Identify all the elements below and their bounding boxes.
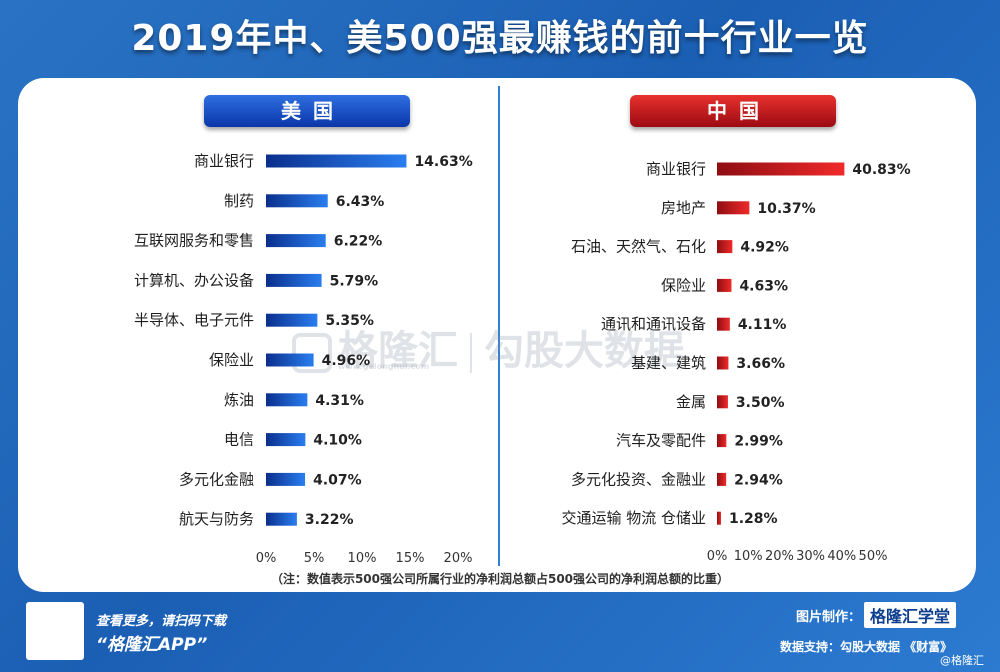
- cn-category-label: 基建、建筑: [631, 354, 706, 372]
- cn-category-label: 房地产: [661, 199, 706, 217]
- us-x-tick-label: 5%: [304, 551, 325, 566]
- cn-value-label: 10.37%: [757, 201, 815, 217]
- us-chart: 商业银行 14.63% 制药 6.43% 互联网服务和零售 6.22% 计算机、办公设备 5.…: [134, 152, 473, 566]
- cn-value-label: 4.63%: [739, 278, 788, 294]
- cn-bar: [717, 240, 733, 254]
- cn-x-tick-label: 10%: [734, 549, 763, 564]
- cn-bar: [717, 511, 721, 525]
- cn-bar: [717, 356, 729, 370]
- us-value-label: 4.10%: [313, 433, 362, 449]
- cn-bar: [717, 317, 730, 331]
- cn-category-label: 石油、天然气、石化: [571, 238, 706, 256]
- qr-code-icon[interactable]: [26, 602, 84, 660]
- us-x-tick-label: 0%: [256, 551, 277, 566]
- cn-category-label: 通讯和通讯设备: [601, 315, 706, 333]
- us-category-label: 炼油: [224, 391, 254, 409]
- cn-category-label: 多元化投资、金融业: [571, 470, 706, 488]
- cn-bar: [717, 472, 727, 486]
- us-category-label: 商业银行: [194, 152, 254, 170]
- us-category-label: 电信: [224, 431, 254, 449]
- us-bar: [266, 353, 314, 367]
- us-value-label: 5.35%: [325, 313, 374, 329]
- cn-category-label: 商业银行: [646, 160, 706, 178]
- us-x-tick-label: 15%: [396, 551, 425, 566]
- made-by-label: 图片制作：: [796, 610, 862, 625]
- watermark-separator: [470, 333, 472, 373]
- us-category-label: 计算机、办公设备: [134, 271, 254, 289]
- us-bar: [266, 472, 306, 486]
- cn-x-tick-label: 30%: [796, 549, 825, 564]
- page-title: 2019年中、美500强最赚钱的前十行业一览: [131, 18, 869, 59]
- us-bar: [266, 512, 297, 526]
- cn-category-label: 金属: [676, 393, 706, 411]
- brand-logo: 格隆汇学堂: [864, 602, 957, 628]
- us-value-label: 4.07%: [313, 472, 362, 488]
- app-name: “格隆汇APP”: [96, 635, 208, 655]
- cn-category-label: 交通运输 物流 仓储业: [561, 509, 706, 527]
- us-value-label: 14.63%: [414, 154, 472, 170]
- watermark: 格隆汇 勾股大数据 www.gelonghui.com: [292, 318, 684, 378]
- cn-value-label: 3.66%: [736, 356, 785, 372]
- cn-bar: [717, 278, 732, 292]
- cn-category-label: 汽车及零配件: [616, 432, 706, 450]
- panel-divider: [498, 86, 500, 566]
- cn-value-label: 40.83%: [852, 162, 910, 178]
- us-bar: [266, 234, 326, 248]
- cn-category-label: 保险业: [661, 276, 706, 294]
- us-category-label: 半导体、电子元件: [134, 311, 254, 329]
- footnote: （注：数值表示500强公司所属行业的净利润总额占500强公司的净利润总额的比重）: [270, 572, 730, 586]
- cn-x-tick-label: 0%: [707, 549, 728, 564]
- us-value-label: 4.96%: [322, 353, 371, 369]
- us-bar: [266, 194, 328, 208]
- cn-bar: [717, 201, 750, 215]
- cn-value-label: 4.92%: [740, 240, 789, 256]
- us-bar: [266, 273, 322, 287]
- us-category-label: 制药: [224, 192, 254, 210]
- cn-x-tick-label: 50%: [859, 549, 888, 564]
- cn-value-label: 3.50%: [736, 395, 785, 411]
- cn-value-label: 2.99%: [734, 434, 783, 450]
- watermark-right-text: 勾股大数据: [484, 328, 684, 374]
- watermark-logo-icon: [292, 333, 332, 373]
- corner-watermark: @格隆汇: [940, 654, 984, 667]
- us-bar: [266, 393, 308, 407]
- us-category-label: 多元化金融: [179, 470, 254, 488]
- data-source: 数据支持：勾股大数据 《财富》: [780, 640, 953, 654]
- cn-panel-label: 中国: [630, 95, 836, 127]
- watermark-url: www.gelonghui.com: [338, 362, 430, 371]
- cn-bar: [717, 395, 728, 409]
- us-category-label: 保险业: [209, 351, 254, 369]
- us-bar: [266, 154, 407, 168]
- watermark-logo-text: 格隆汇: [338, 328, 458, 374]
- us-bar: [266, 433, 306, 447]
- us-bar: [266, 313, 318, 327]
- us-x-tick-label: 20%: [444, 551, 473, 566]
- cn-value-label: 4.11%: [738, 317, 787, 333]
- scan-hint: 查看更多，请扫码下载: [96, 614, 227, 629]
- us-category-label: 互联网服务和零售: [134, 232, 254, 250]
- us-value-label: 5.79%: [330, 273, 379, 289]
- us-value-label: 6.43%: [336, 194, 385, 210]
- us-panel-label: 美国: [204, 95, 410, 127]
- cn-chart: 商业银行 40.83% 房地产 10.37% 石油、天然气、石化 4.92% 保险业 4.63…: [561, 160, 910, 564]
- cn-bar: [717, 162, 845, 176]
- cn-value-label: 2.94%: [734, 472, 783, 488]
- us-value-label: 3.22%: [305, 512, 354, 528]
- us-x-tick-label: 10%: [348, 551, 377, 566]
- cn-value-label: 1.28%: [729, 511, 778, 527]
- us-value-label: 6.22%: [334, 234, 383, 250]
- cn-x-tick-label: 40%: [827, 549, 856, 564]
- cn-x-tick-label: 20%: [765, 549, 794, 564]
- cn-bar: [717, 434, 727, 448]
- us-category-label: 航天与防务: [179, 510, 254, 528]
- us-value-label: 4.31%: [315, 393, 364, 409]
